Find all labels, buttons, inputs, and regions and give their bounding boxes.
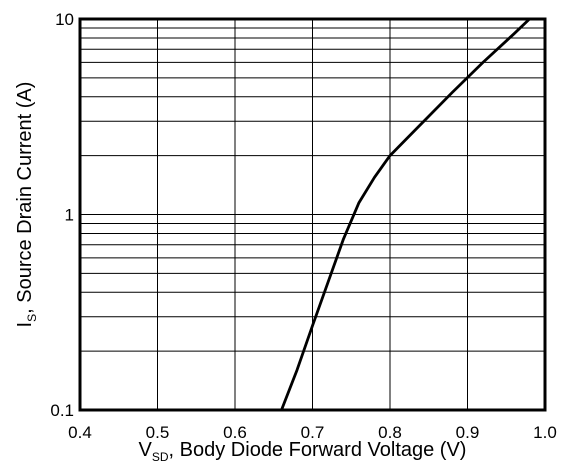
x-tick-labels: 0.4 0.5 0.6 0.7 0.8 0.9 1.0	[68, 423, 557, 442]
x-tick-label: 1.0	[533, 423, 557, 442]
series-line	[280, 17, 531, 411]
y-tick-label: 1	[65, 206, 74, 225]
y-tick-label: 0.1	[50, 401, 74, 420]
y-tick-labels: 0.1 1 10	[50, 10, 74, 420]
x-tick-label: 0.7	[301, 423, 325, 442]
y-axis-label-main: I	[14, 322, 36, 328]
y-axis-label-rest: , Source Drain Current (A)	[14, 82, 36, 314]
y-tick-label: 10	[55, 10, 74, 29]
x-tick-label: 0.4	[68, 423, 92, 442]
series-layer	[280, 17, 531, 411]
x-tick-label: 0.9	[456, 423, 480, 442]
x-axis-label-sub: SD	[152, 450, 169, 464]
x-tick-label: 0.5	[146, 423, 170, 442]
x-axis-label-main: V	[139, 439, 153, 461]
y-axis-label: IS, Source Drain Current (A)	[14, 82, 39, 328]
y-axis-label-sub: S	[25, 314, 39, 322]
x-axis-label-rest: , Body Diode Forward Voltage (V)	[169, 439, 467, 461]
grid	[79, 19, 546, 411]
plot-frame	[78, 17, 547, 412]
x-axis-label: VSD, Body Diode Forward Voltage (V)	[139, 439, 467, 464]
x-tick-label: 0.8	[378, 423, 402, 442]
x-tick-label: 0.6	[223, 423, 247, 442]
